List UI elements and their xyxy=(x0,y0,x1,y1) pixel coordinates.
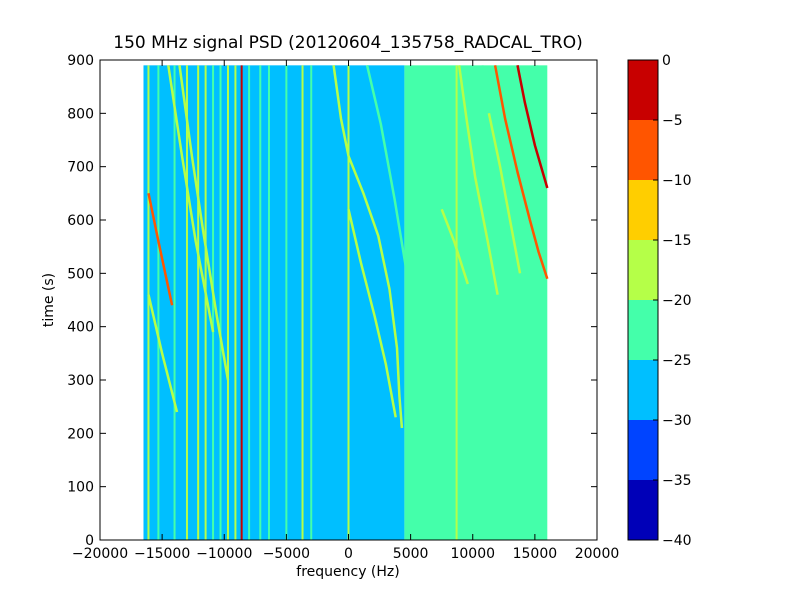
drifting-trace-6 xyxy=(365,65,416,327)
colorbar-tick-label: −35 xyxy=(662,473,692,489)
colorbar: −40 −35 −30 −25 −20 −15 −10 −5 0 xyxy=(627,53,692,549)
plot-area xyxy=(99,59,598,541)
y-tick-label: 100 xyxy=(67,480,94,496)
x-tick-label: 20000 xyxy=(575,546,620,562)
colorbar-tick-label: −25 xyxy=(662,353,692,369)
x-axis: −20000 −15000 −10000 −5000 0 5000 10000 15000 20… xyxy=(72,60,619,562)
drifting-trace-5 xyxy=(347,209,397,418)
y-tick-label: 800 xyxy=(67,106,94,122)
x-tick-label: 0 xyxy=(344,546,353,562)
colorbar-segment xyxy=(628,120,658,180)
heatmap xyxy=(143,65,549,540)
drifting-trace-7 xyxy=(457,65,499,295)
colorbar-tick-label: −5 xyxy=(662,113,683,129)
drifting-trace-2 xyxy=(147,294,179,413)
colorbar-segment xyxy=(628,60,658,120)
drifting-trace-8 xyxy=(493,65,549,280)
x-tick-label: −20000 xyxy=(72,546,128,562)
y-axis: 0 100 200 300 400 500 600 700 800 900 xyxy=(67,53,597,549)
x-tick-label: 15000 xyxy=(513,546,558,562)
chart-title: 150 MHz signal PSD (20120604_135758_RADC… xyxy=(113,33,582,53)
drifting-trace-10 xyxy=(516,65,549,189)
colorbar-segment xyxy=(628,300,658,360)
y-axis-label: time (s) xyxy=(41,273,57,327)
drifting-trace-4 xyxy=(332,65,404,429)
y-tick-label: 0 xyxy=(85,533,94,549)
x-tick-label: −10000 xyxy=(196,546,252,562)
x-tick-label: 10000 xyxy=(450,546,495,562)
colorbar-tick-label: −30 xyxy=(662,413,692,429)
heatmap-region-1 xyxy=(404,65,548,540)
colorbar-tick-label: −40 xyxy=(662,533,692,549)
colorbar-tick-label: −15 xyxy=(662,233,692,249)
x-tick-label: −15000 xyxy=(134,546,190,562)
y-tick-label: 300 xyxy=(67,373,94,389)
colorbar-segment xyxy=(628,180,658,240)
y-tick-label: 700 xyxy=(67,160,94,176)
x-tick-label: 5000 xyxy=(393,546,429,562)
drifting-trace-3 xyxy=(178,65,230,381)
colorbar-tick-label: −20 xyxy=(662,293,692,309)
heatmap-region-0 xyxy=(143,65,405,540)
y-tick-label: 900 xyxy=(67,53,94,69)
colorbar-segment xyxy=(628,360,658,420)
drifting-trace-1 xyxy=(147,193,174,306)
y-tick-label: 400 xyxy=(67,320,94,336)
drifting-trace-9 xyxy=(487,113,522,274)
drifting-trace-11 xyxy=(440,208,469,285)
y-tick-label: 200 xyxy=(67,426,94,442)
x-tick-label: −5000 xyxy=(263,546,310,562)
colorbar-segment xyxy=(628,420,658,480)
y-tick-label: 600 xyxy=(67,213,94,229)
x-axis-label: frequency (Hz) xyxy=(296,564,399,580)
colorbar-segment xyxy=(628,240,658,300)
drifting-trace-0 xyxy=(167,65,215,333)
colorbar-segment xyxy=(628,480,658,540)
y-tick-label: 500 xyxy=(67,266,94,282)
colorbar-tick-label: 0 xyxy=(662,53,671,69)
colorbar-tick-label: −10 xyxy=(662,173,692,189)
